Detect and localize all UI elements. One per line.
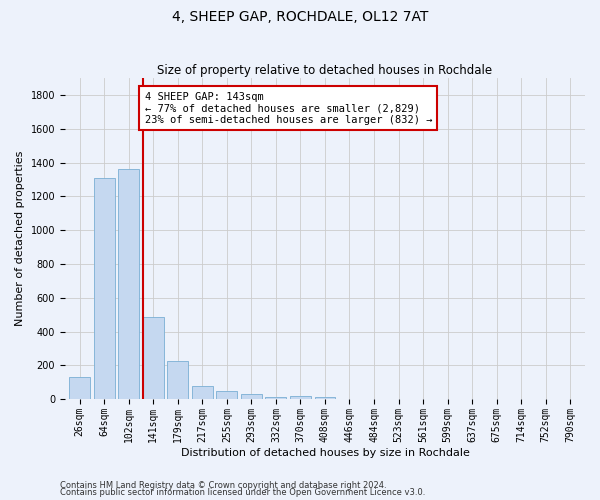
Text: 4, SHEEP GAP, ROCHDALE, OL12 7AT: 4, SHEEP GAP, ROCHDALE, OL12 7AT <box>172 10 428 24</box>
Bar <box>94 178 115 399</box>
Bar <box>265 396 286 399</box>
Bar <box>241 394 262 399</box>
Bar <box>290 396 311 399</box>
X-axis label: Distribution of detached houses by size in Rochdale: Distribution of detached houses by size … <box>181 448 469 458</box>
Bar <box>118 170 139 399</box>
Text: Contains public sector information licensed under the Open Government Licence v3: Contains public sector information licen… <box>60 488 425 497</box>
Bar <box>143 317 164 399</box>
Text: Contains HM Land Registry data © Crown copyright and database right 2024.: Contains HM Land Registry data © Crown c… <box>60 480 386 490</box>
Bar <box>167 361 188 399</box>
Bar <box>217 392 237 399</box>
Bar <box>314 396 335 399</box>
Bar <box>339 398 360 399</box>
Bar <box>69 377 90 399</box>
Y-axis label: Number of detached properties: Number of detached properties <box>15 151 25 326</box>
Title: Size of property relative to detached houses in Rochdale: Size of property relative to detached ho… <box>157 64 493 77</box>
Bar <box>192 386 213 399</box>
Text: 4 SHEEP GAP: 143sqm
← 77% of detached houses are smaller (2,829)
23% of semi-det: 4 SHEEP GAP: 143sqm ← 77% of detached ho… <box>145 92 432 125</box>
